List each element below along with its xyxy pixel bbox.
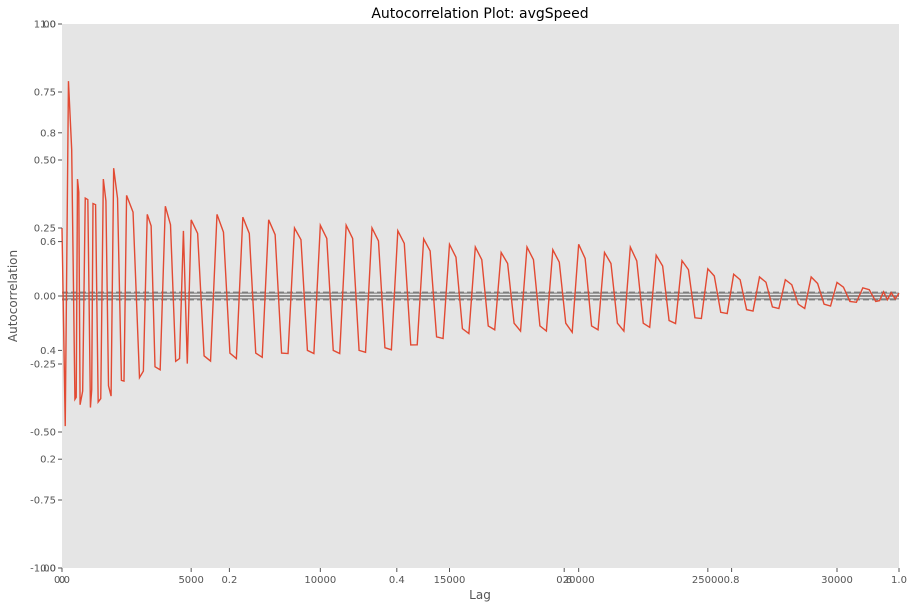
x-tick-label: 10000: [304, 575, 336, 586]
overlay-x-tick-label: 0.6: [556, 575, 572, 586]
overlay-y-tick-label: 0.4: [40, 346, 56, 357]
y-axis-label: Autocorrelation: [6, 250, 20, 342]
y-tick-label: 0.50: [34, 156, 56, 167]
overlay-y-tick-label: 1.0: [40, 20, 56, 31]
y-tick-label: 0.25: [34, 224, 56, 235]
overlay-x-axis-ticks: 0.0 0.2 0.4 0.6 0.8 1.0: [54, 568, 907, 586]
x-tick-label: 15000: [434, 575, 466, 586]
y-tick-label: 0.75: [34, 88, 56, 99]
overlay-y-tick-label: 0.2: [40, 455, 56, 466]
x-axis-ticks: 0 5000 10000 15000 20000 25000 30000: [59, 568, 853, 586]
x-axis-label: Lag: [469, 588, 491, 602]
overlay-x-tick-label: 0.4: [389, 575, 405, 586]
overlay-x-tick-label: 0.8: [724, 575, 740, 586]
overlay-y-axis-ticks: 0.0 0.2 0.4 0.6 0.8 1.0: [40, 20, 62, 575]
x-tick-label: 20000: [563, 575, 595, 586]
x-tick-label: 30000: [821, 575, 853, 586]
overlay-y-tick-label: 0.0: [40, 564, 56, 575]
x-tick-label: 5000: [178, 575, 203, 586]
y-tick-label: -0.75: [30, 496, 56, 507]
x-tick-label: 0: [59, 575, 65, 586]
y-tick-label: 0.00: [34, 292, 56, 303]
autocorrelation-line: [61, 81, 900, 427]
overlay-x-tick-label: 0.0: [54, 575, 70, 586]
y-tick-label: -0.25: [30, 360, 56, 371]
overlay-y-tick-label: 0.8: [40, 128, 56, 139]
y-tick-label: -0.50: [30, 428, 56, 439]
overlay-x-tick-label: 1.0: [891, 575, 907, 586]
overlay-x-tick-label: 0.2: [221, 575, 237, 586]
y-tick-label: -1.00: [30, 564, 56, 575]
x-tick-label: 25000: [692, 575, 724, 586]
chart-title: Autocorrelation Plot: avgSpeed: [371, 6, 588, 22]
y-tick-label: 1.00: [34, 20, 56, 31]
y-axis-ticks: -1.00 -0.75 -0.50 -0.25 0.00 0.25 0.50 0.75 1.00: [30, 20, 62, 575]
overlay-y-tick-label: 0.6: [40, 237, 56, 248]
